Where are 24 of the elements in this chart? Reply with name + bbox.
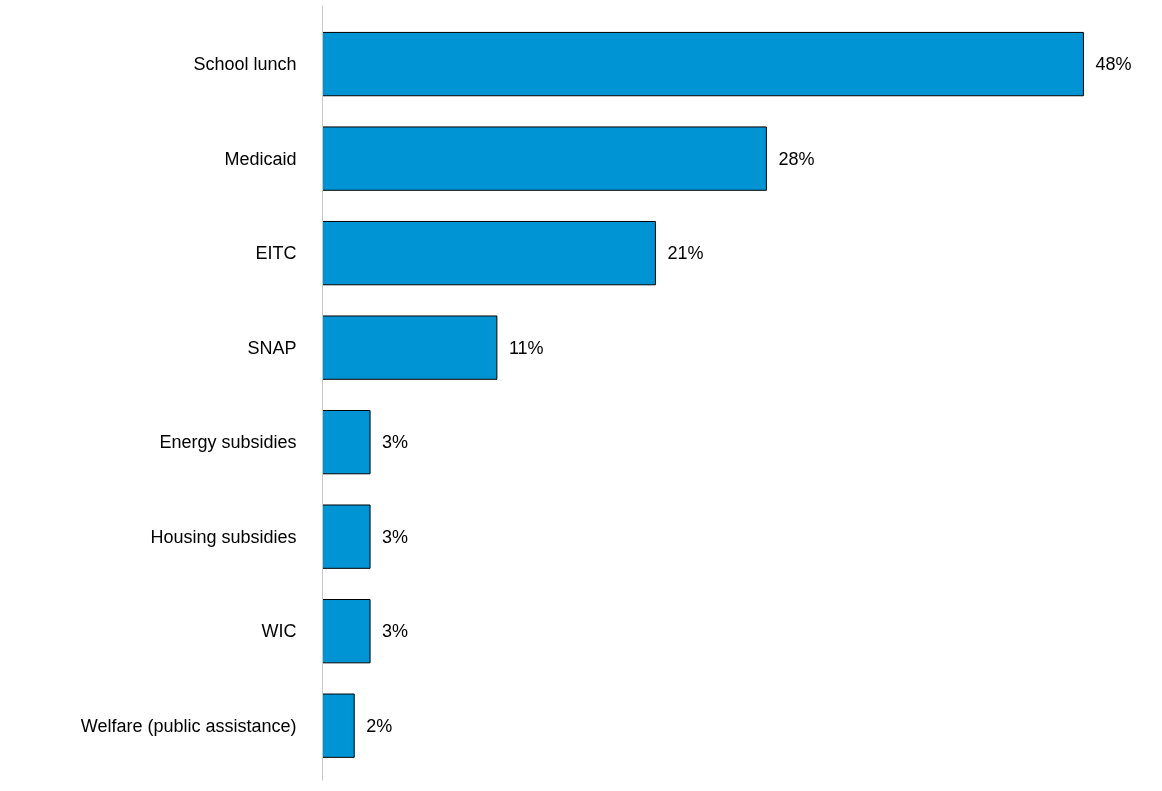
bar — [322, 315, 498, 380]
data-label: 2% — [366, 715, 393, 736]
bar — [322, 126, 767, 191]
bar — [322, 409, 371, 475]
bar — [322, 31, 1084, 97]
y-tick-label: WIC — [261, 621, 297, 642]
data-label: 3% — [382, 432, 409, 453]
y-tick-label: EITC — [255, 243, 297, 264]
bar — [322, 599, 371, 664]
bar — [322, 693, 355, 758]
data-label: 48% — [1095, 54, 1132, 75]
y-tick-label: Medicaid — [224, 148, 297, 169]
bar — [322, 220, 656, 286]
y-tick-label: Welfare (public assistance) — [80, 715, 297, 736]
data-label: 21% — [667, 243, 704, 264]
data-label: 11% — [508, 337, 544, 358]
y-tick-label: SNAP — [247, 337, 297, 358]
data-label: 3% — [382, 621, 409, 642]
data-label: 3% — [382, 526, 409, 547]
data-label: 28% — [778, 148, 815, 169]
y-tick-label: School lunch — [193, 54, 297, 75]
y-tick-label: Energy subsidies — [159, 432, 297, 453]
bar — [322, 504, 371, 569]
y-tick-label: Housing subsidies — [150, 526, 297, 547]
